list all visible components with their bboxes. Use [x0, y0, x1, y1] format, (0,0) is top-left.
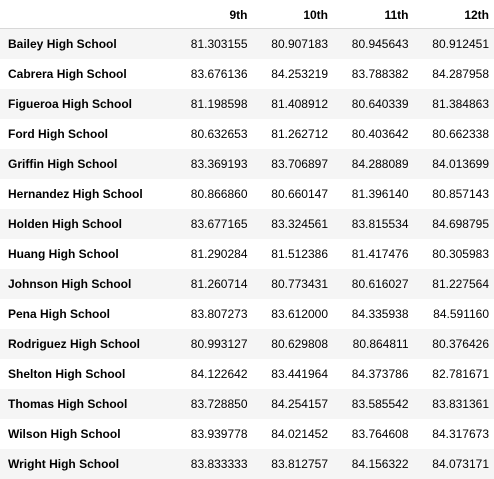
school-name-cell: Huang High School: [0, 239, 172, 269]
score-cell-11th: 81.396140: [333, 179, 414, 209]
school-name-cell: Shelton High School: [0, 359, 172, 389]
score-cell-10th: 80.660147: [253, 179, 334, 209]
score-cell-12th: 84.073171: [414, 449, 494, 479]
score-cell-9th: 83.369193: [172, 149, 253, 179]
score-cell-11th: 83.585542: [333, 389, 414, 419]
header-row: 9th 10th 11th 12th: [0, 0, 494, 29]
score-cell-10th: 84.254157: [253, 389, 334, 419]
school-name-cell: Wilson High School: [0, 419, 172, 449]
score-cell-12th: 80.857143: [414, 179, 494, 209]
score-cell-10th: 84.021452: [253, 419, 334, 449]
score-cell-9th: 83.728850: [172, 389, 253, 419]
score-cell-10th: 83.706897: [253, 149, 334, 179]
column-header-9th: 9th: [172, 0, 253, 29]
score-cell-9th: 80.866860: [172, 179, 253, 209]
score-cell-9th: 83.939778: [172, 419, 253, 449]
score-cell-9th: 84.122642: [172, 359, 253, 389]
school-name-cell: Rodriguez High School: [0, 329, 172, 359]
score-cell-11th: 80.864811: [333, 329, 414, 359]
school-name-cell: Bailey High School: [0, 29, 172, 60]
school-name-cell: Holden High School: [0, 209, 172, 239]
school-name-cell: Pena High School: [0, 299, 172, 329]
school-name-cell: Thomas High School: [0, 389, 172, 419]
score-cell-10th: 84.253219: [253, 59, 334, 89]
score-cell-12th: 81.227564: [414, 269, 494, 299]
score-cell-12th: 84.013699: [414, 149, 494, 179]
score-cell-12th: 84.287958: [414, 59, 494, 89]
score-cell-12th: 80.662338: [414, 119, 494, 149]
score-cell-12th: 80.305983: [414, 239, 494, 269]
score-cell-10th: 80.773431: [253, 269, 334, 299]
column-header-10th: 10th: [253, 0, 334, 29]
score-cell-9th: 80.632653: [172, 119, 253, 149]
score-cell-11th: 83.788382: [333, 59, 414, 89]
score-cell-9th: 81.303155: [172, 29, 253, 60]
score-cell-9th: 83.676136: [172, 59, 253, 89]
score-cell-10th: 83.612000: [253, 299, 334, 329]
score-cell-9th: 81.198598: [172, 89, 253, 119]
score-cell-11th: 81.417476: [333, 239, 414, 269]
score-cell-12th: 82.781671: [414, 359, 494, 389]
score-cell-10th: 83.324561: [253, 209, 334, 239]
score-cell-11th: 83.764608: [333, 419, 414, 449]
score-cell-10th: 83.441964: [253, 359, 334, 389]
school-name-cell: Cabrera High School: [0, 59, 172, 89]
score-cell-12th: 84.317673: [414, 419, 494, 449]
column-header-12th: 12th: [414, 0, 494, 29]
score-cell-12th: 81.384863: [414, 89, 494, 119]
score-cell-11th: 80.616027: [333, 269, 414, 299]
score-cell-10th: 80.907183: [253, 29, 334, 60]
score-cell-11th: 84.335938: [333, 299, 414, 329]
school-name-cell: Ford High School: [0, 119, 172, 149]
score-cell-10th: 83.812757: [253, 449, 334, 479]
score-cell-11th: 80.945643: [333, 29, 414, 60]
score-cell-9th: 81.260714: [172, 269, 253, 299]
school-name-cell: Johnson High School: [0, 269, 172, 299]
score-cell-11th: 84.156322: [333, 449, 414, 479]
score-cell-9th: 80.993127: [172, 329, 253, 359]
column-header-11th: 11th: [333, 0, 414, 29]
score-cell-12th: 84.698795: [414, 209, 494, 239]
score-cell-11th: 84.373786: [333, 359, 414, 389]
score-cell-10th: 81.262712: [253, 119, 334, 149]
score-cell-9th: 83.677165: [172, 209, 253, 239]
school-name-cell: Hernandez High School: [0, 179, 172, 209]
score-cell-11th: 83.815534: [333, 209, 414, 239]
score-cell-12th: 80.912451: [414, 29, 494, 60]
score-cell-9th: 83.833333: [172, 449, 253, 479]
score-cell-9th: 83.807273: [172, 299, 253, 329]
table-header: 9th 10th 11th 12th: [0, 0, 494, 29]
score-cell-10th: 81.512386: [253, 239, 334, 269]
school-name-cell: Wright High School: [0, 449, 172, 479]
score-cell-12th: 84.591160: [414, 299, 494, 329]
score-cell-9th: 81.290284: [172, 239, 253, 269]
score-cell-12th: 83.831361: [414, 389, 494, 419]
score-cell-10th: 81.408912: [253, 89, 334, 119]
school-name-cell: Griffin High School: [0, 149, 172, 179]
score-cell-10th: 80.629808: [253, 329, 334, 359]
score-cell-11th: 84.288089: [333, 149, 414, 179]
score-cell-11th: 80.640339: [333, 89, 414, 119]
index-header: [0, 0, 172, 29]
school-name-cell: Figueroa High School: [0, 89, 172, 119]
score-cell-11th: 80.403642: [333, 119, 414, 149]
score-cell-12th: 80.376426: [414, 329, 494, 359]
